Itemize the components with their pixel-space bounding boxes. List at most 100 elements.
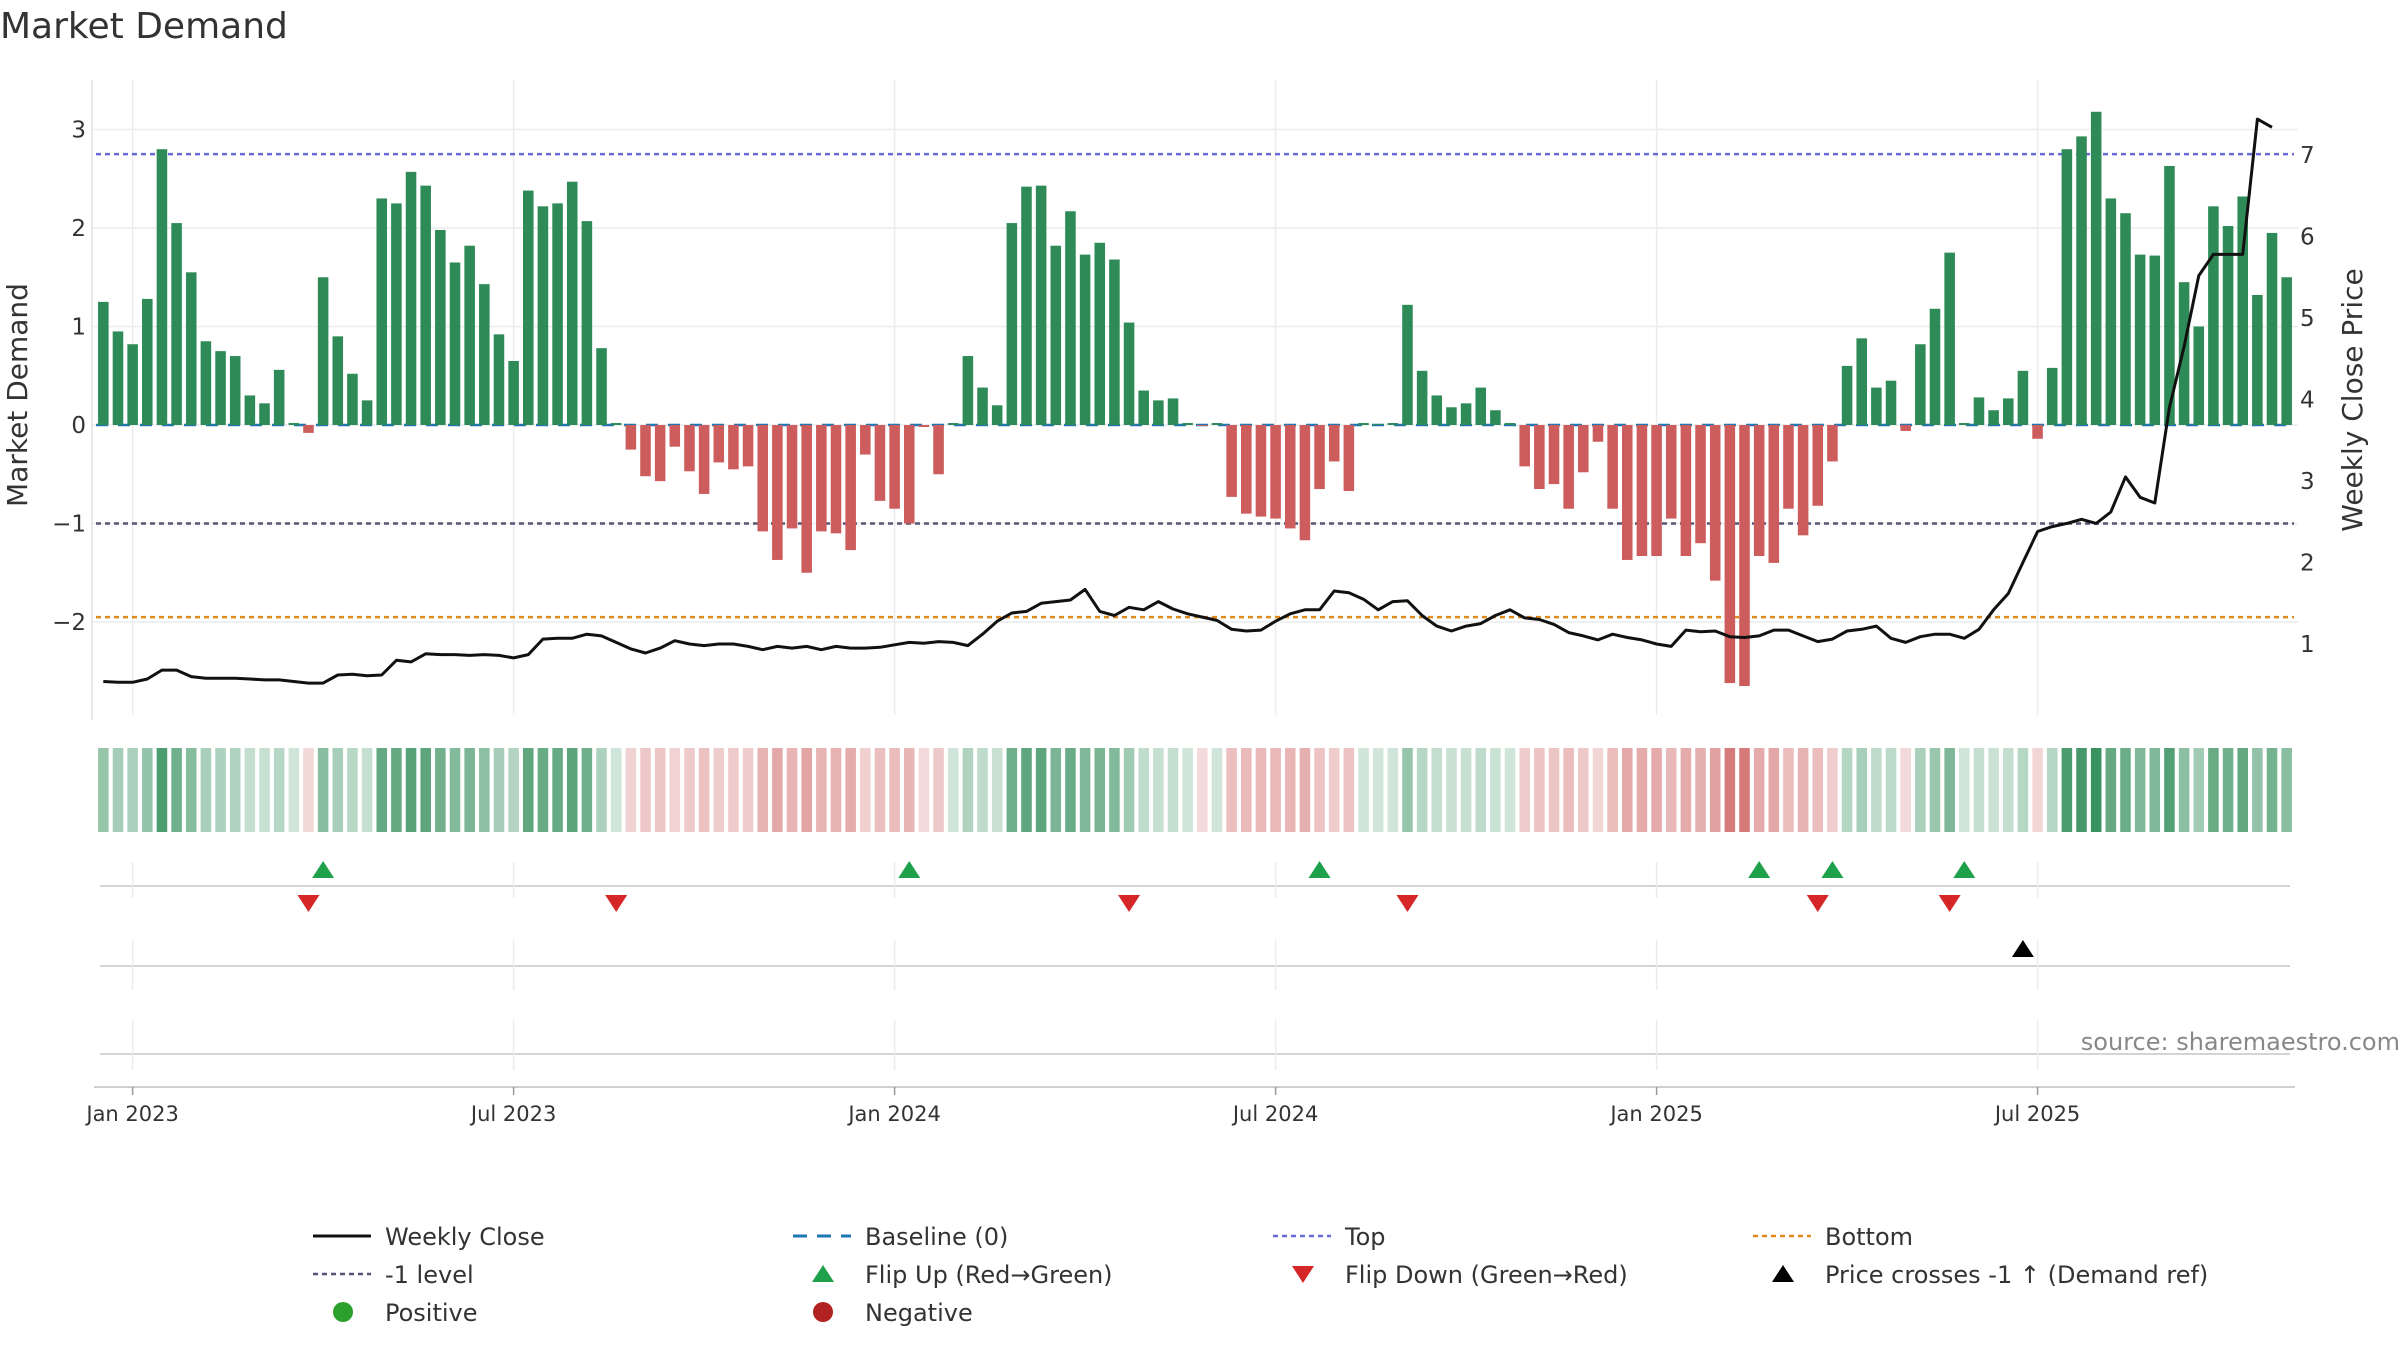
- heat-cell: [1739, 748, 1750, 832]
- heat-cell: [2017, 748, 2029, 832]
- demand-bar: [1607, 425, 1618, 509]
- right-tick-label: 6: [2300, 225, 2315, 251]
- demand-bar: [273, 369, 285, 425]
- heat-cell: [845, 748, 856, 832]
- heat-cell: [1475, 748, 1487, 832]
- legend-item-bottom: Bottom: [1753, 1223, 1913, 1251]
- demand-bar: [1841, 365, 1853, 425]
- flip-down-marker: [1938, 895, 1961, 912]
- x-axis-ticks: Jan 2023 Jul 2023 Jan 2024 Jul 2024 Jan 2025…: [84, 1087, 2080, 1126]
- heat-cell: [1314, 748, 1325, 832]
- heat-cell: [1123, 748, 1135, 832]
- chart-title: Market Demand: [0, 6, 288, 47]
- demand-bar: [830, 425, 842, 534]
- heat-cell: [98, 748, 109, 832]
- demand-bar: [1431, 395, 1443, 425]
- demand-bar: [684, 425, 695, 472]
- heat-cell: [1724, 748, 1736, 832]
- heat-cell: [2134, 748, 2146, 832]
- demand-bar: [962, 356, 974, 425]
- heat-cell: [742, 748, 754, 832]
- demand-bar: [1665, 425, 1677, 519]
- demand-bar: [947, 423, 959, 425]
- heat-cell: [2222, 748, 2234, 832]
- heat-cell: [1827, 748, 1838, 832]
- legend-item-top: Top: [1273, 1223, 1386, 1251]
- demand-bar: [1651, 425, 1662, 557]
- heat-cell: [2237, 748, 2248, 832]
- demand-bar: [1578, 425, 1589, 473]
- heat-cell: [288, 748, 300, 832]
- heat-cell: [698, 748, 710, 832]
- demand-bar: [1226, 425, 1237, 497]
- legend-label: -1 level: [385, 1261, 474, 1289]
- heat-cell: [1358, 748, 1369, 832]
- heat-cell: [2164, 748, 2175, 832]
- flip-up-marker: [1821, 861, 1844, 878]
- heat-cell: [1050, 748, 1062, 832]
- demand-bar: [918, 425, 930, 427]
- demand-bar: [1460, 403, 1472, 425]
- demand-bar: [2090, 111, 2102, 426]
- heat-cell: [1534, 748, 1545, 832]
- heat-cell: [1197, 748, 1208, 832]
- legend-item-flip_down: Flip Down (Green→Red): [1292, 1261, 1628, 1289]
- heat-cell: [1460, 748, 1472, 832]
- demand-bar: [772, 425, 783, 560]
- left-tick-label: −2: [52, 610, 86, 636]
- heat-cell: [1592, 748, 1604, 832]
- heat-cell: [903, 748, 915, 832]
- event-markers: [297, 861, 2034, 957]
- heat-cell: [1065, 748, 1076, 832]
- legend-item-negative: Negative: [813, 1299, 973, 1327]
- demand-bar: [2061, 149, 2073, 425]
- x-tick-label: Jan 2023: [84, 1102, 179, 1126]
- heat-cell: [1035, 748, 1047, 832]
- demand-bar: [332, 336, 344, 425]
- demand-bar: [1797, 425, 1809, 536]
- demand-bar: [98, 301, 109, 425]
- event-panel-grid: [100, 862, 2290, 1070]
- heat-cell: [1006, 748, 1018, 832]
- demand-bar: [816, 425, 827, 532]
- demand-bar: [2193, 326, 2205, 425]
- left-tick-label: −1: [52, 512, 86, 538]
- demand-bar: [2252, 294, 2263, 425]
- heat-cell: [2208, 748, 2219, 832]
- demand-bar: [2017, 370, 2029, 425]
- demand-bar: [1621, 425, 1633, 560]
- demand-bar: [1328, 425, 1340, 462]
- heat-cell: [1709, 748, 1721, 832]
- demand-bar: [2222, 226, 2234, 425]
- legend-label: Price crosses -1 ↑ (Demand ref): [1825, 1261, 2208, 1289]
- heat-cell: [786, 748, 798, 832]
- demand-bar: [552, 203, 563, 425]
- heat-cell: [1665, 748, 1677, 832]
- heat-cell: [1402, 748, 1413, 832]
- flip-down-marker: [605, 895, 628, 912]
- demand-bar: [903, 425, 915, 524]
- price-line-layer: [103, 117, 2273, 685]
- demand-bar: [537, 206, 549, 425]
- demand-bar: [1314, 425, 1325, 490]
- heat-cell: [2281, 748, 2292, 832]
- heat-cell: [420, 748, 431, 832]
- demand-bar: [200, 341, 212, 425]
- demand-bar: [1475, 387, 1487, 425]
- demand-bar: [1959, 423, 1970, 425]
- heat-cell: [2193, 748, 2205, 832]
- legend-swatch: [1772, 1265, 1794, 1282]
- source-note: source: sharemaestro.com: [2081, 1028, 2400, 1056]
- right-tick-label: 5: [2300, 306, 2315, 332]
- demand-bar: [2105, 198, 2117, 425]
- demand-bar: [1343, 425, 1355, 491]
- heat-cell: [1753, 748, 1765, 832]
- heat-cell: [332, 748, 344, 832]
- flip-down-marker: [1118, 895, 1141, 912]
- heat-cell: [991, 748, 1003, 832]
- heat-cell: [1138, 748, 1149, 832]
- legend-label: Bottom: [1825, 1223, 1913, 1251]
- heat-cell: [2061, 748, 2073, 832]
- heat-cell: [2252, 748, 2263, 832]
- demand-bar: [1035, 185, 1047, 425]
